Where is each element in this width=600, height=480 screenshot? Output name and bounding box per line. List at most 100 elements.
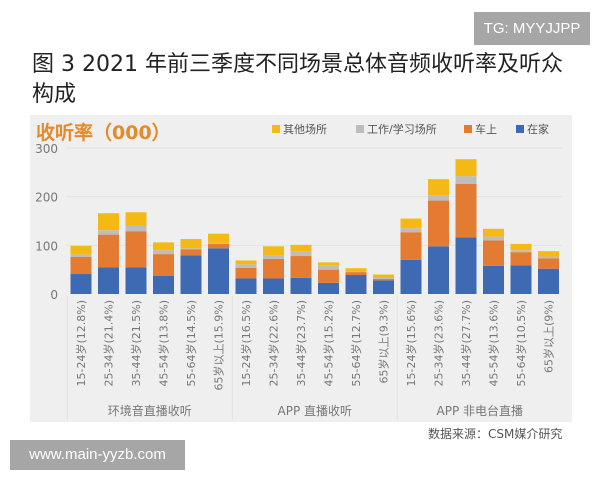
x-tick-label: 35-44岁(21.5%) [129,300,143,387]
x-tick-label: 55-64岁(10.5%) [514,300,528,387]
data-source: 数据来源：CSM媒介研究 [428,427,563,441]
x-tick-label: 25-34岁(23.6%) [432,300,446,387]
x-tick-label: 65岁以上(9%) [542,300,556,373]
bar-segment-其他场所 [538,251,559,257]
bar-segment-车上 [125,231,147,268]
legend-label: 车上 [475,122,497,136]
legend-swatch [464,125,472,133]
bar-segment-其他场所 [373,274,394,278]
bar-segment-工作/学习场所 [510,250,532,253]
bar-segment-其他场所 [263,246,284,256]
bar-segment-其他场所 [510,243,532,251]
x-tick-label: 65岁以上(9.3%) [377,300,391,384]
legend-label: 在家 [527,122,549,136]
x-tick-label: 45-54岁(15.2%) [322,300,336,387]
bar-segment-在家 [263,278,284,294]
bar-segment-在家 [345,275,367,294]
bar-segment-在家 [428,246,449,294]
bar-segment-工作/学习场所 [290,251,312,257]
legend-swatch [356,125,364,133]
bar-segment-工作/学习场所 [538,256,559,259]
group-label: 环境音直播收听 [108,403,192,418]
bar-segment-在家 [538,268,559,294]
bar-segment-在家 [400,259,422,294]
x-tick-label: 35-44岁(23.7%) [294,300,308,387]
x-tick-label: 55-64岁(14.5%) [184,300,198,387]
chart-title: 图 3 2021 年前三季度不同场景总体音频收听率及听众构成 [32,52,563,107]
x-tick-label: 25-34岁(22.6%) [267,300,281,387]
bar-segment-工作/学习场所 [428,195,449,201]
legend-label: 工作/学习场所 [367,122,437,136]
y-tick-label: 100 [35,239,58,253]
bar-segment-车上 [290,256,312,278]
group-label: APP 直播收听 [278,404,353,418]
x-tick-label: 45-54岁(13.8%) [157,300,171,387]
bar-segment-工作/学习场所 [400,228,422,233]
bar-segment-在家 [98,267,119,294]
x-tick-label: 15-24岁(16.5%) [239,300,253,387]
bar-segment-其他场所 [235,260,257,265]
bar-segment-其他场所 [345,268,367,272]
y-tick-label: 300 [35,142,58,156]
bar-segment-其他场所 [483,228,504,237]
legend-swatch [516,125,524,133]
bar-segment-车上 [153,254,174,276]
bar-segment-工作/学习场所 [235,264,257,268]
y-tick-label: 0 [50,288,58,302]
bar-segment-车上 [208,243,229,249]
watermark-top: TG: MYYJJPP [474,12,590,45]
bar-segment-在家 [153,275,174,294]
bar-segment-工作/学习场所 [373,277,394,279]
bar-segment-车上 [455,184,477,238]
bar-segment-车上 [483,240,504,266]
x-tick-label: 15-24岁(12.8%) [74,300,88,387]
bar-segment-车上 [235,267,257,279]
bar-segment-在家 [125,267,147,294]
x-tick-label: 15-24岁(15.6%) [404,300,418,387]
x-tick-label: 45-54岁(13.6%) [487,300,501,387]
bar-segment-在家 [483,265,504,294]
bar-segment-其他场所 [400,218,422,229]
bar-segment-其他场所 [180,239,202,249]
bar-segment-其他场所 [318,262,339,266]
bar-segment-在家 [235,278,257,294]
bar-segment-工作/学习场所 [125,225,147,232]
bar-segment-在家 [208,248,229,294]
bar-segment-在家 [70,274,92,294]
bar-segment-在家 [318,282,339,294]
x-tick-label: 35-44岁(27.7%) [459,300,473,387]
x-tick-label: 65岁以上(15.9%) [212,300,226,391]
bar-segment-在家 [510,265,532,294]
bar-segment-其他场所 [208,233,229,243]
bar-segment-其他场所 [125,212,147,226]
bar-segment-工作/学习场所 [98,230,119,235]
bar-segment-在家 [290,277,312,294]
bar-segment-工作/学习场所 [153,250,174,255]
bar-segment-工作/学习场所 [208,242,229,244]
bar-segment-工作/学习场所 [483,236,504,241]
legend-swatch [272,125,280,133]
bar-segment-车上 [318,269,339,283]
bar-segment-其他场所 [98,213,119,231]
x-tick-label: 25-34岁(21.4%) [102,300,116,387]
legend-label: 其他场所 [283,122,327,136]
y-tick-label: 200 [35,191,58,205]
bar-segment-工作/学习场所 [70,254,92,258]
bar-segment-车上 [400,232,422,260]
watermark-bottom: www.main-yyzb.com [10,440,185,470]
bar-segment-车上 [373,278,394,281]
bar-segment-车上 [345,272,367,276]
bar-segment-工作/学习场所 [455,176,477,185]
bar-segment-工作/学习场所 [318,265,339,270]
bar-segment-工作/学习场所 [263,255,284,259]
x-tick-label: 55-64岁(12.7%) [349,300,363,387]
bar-segment-车上 [538,258,559,269]
bar-segment-其他场所 [290,244,312,252]
bar-segment-其他场所 [428,179,449,196]
bar-segment-车上 [510,252,532,266]
bar-segment-车上 [70,257,92,275]
bar-segment-其他场所 [455,159,477,177]
bar-segment-在家 [180,255,202,294]
group-label: APP 非电台直播 [437,403,524,418]
